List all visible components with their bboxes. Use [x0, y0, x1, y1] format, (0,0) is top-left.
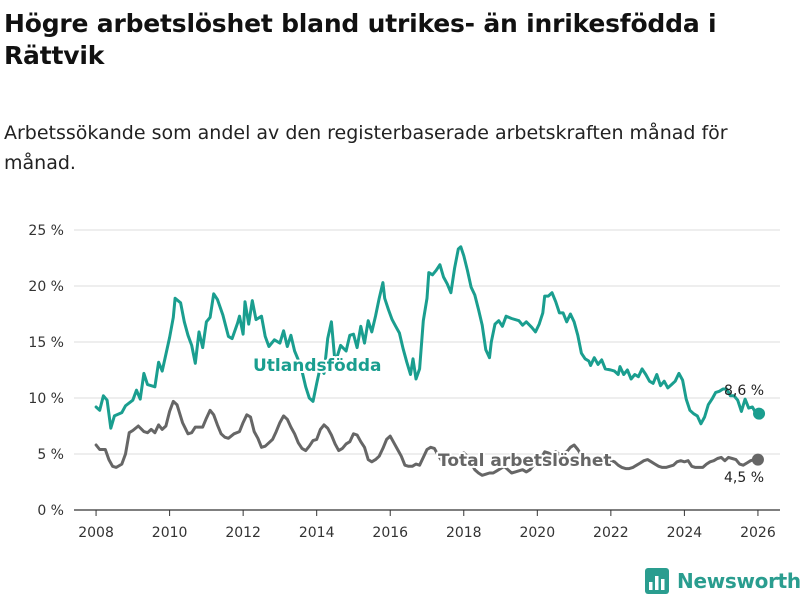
end-point-total — [752, 454, 764, 466]
brand-name: Newsworthy — [677, 569, 800, 593]
x-tick-label: 2016 — [372, 525, 408, 541]
x-tick-label: 2020 — [519, 525, 555, 541]
bar-chart-icon — [645, 568, 669, 594]
series-line-utlandsfodda — [96, 247, 759, 428]
x-tick-label: 2026 — [740, 525, 776, 541]
series-lines — [96, 247, 765, 475]
y-tick-label: 25 % — [28, 223, 64, 239]
line-chart: 0 %5 %10 %15 %20 %25 % 2008 2010 2012 2014 2… — [0, 0, 800, 600]
newsworthy-logo: Newsworthy — [645, 568, 800, 594]
y-tick-label: 20 % — [28, 279, 64, 295]
x-tick-label: 2014 — [299, 525, 335, 541]
x-tick-label: 2012 — [225, 525, 261, 541]
x-tick-label: 2022 — [593, 525, 629, 541]
series-label-total: Total arbetslöshet — [438, 451, 612, 471]
y-tick-label: 5 % — [37, 447, 64, 463]
grid-lines — [74, 230, 780, 454]
end-point-utlandsfodda — [753, 408, 765, 420]
x-axis: 2008 2010 2012 2014 2016 2018 2020 2022 2024 2026 — [78, 510, 776, 541]
y-tick-label: 0 % — [37, 503, 64, 519]
x-tick-label: 2018 — [446, 525, 482, 541]
end-value-utlandsfodda: 8,6 % — [724, 383, 764, 399]
y-axis: 0 % 5 % 10 % 15 % 20 % 25 % — [28, 223, 64, 519]
x-tick-label: 2008 — [78, 525, 114, 541]
x-tick-label: 2010 — [152, 525, 188, 541]
end-value-total: 4,5 % — [724, 470, 764, 486]
y-tick-label: 15 % — [28, 335, 64, 351]
series-label-utlandsfodda: Utlandsfödda — [253, 356, 382, 376]
y-tick-label: 10 % — [28, 391, 64, 407]
series-line-total — [96, 401, 758, 475]
x-tick-label: 2024 — [667, 525, 703, 541]
